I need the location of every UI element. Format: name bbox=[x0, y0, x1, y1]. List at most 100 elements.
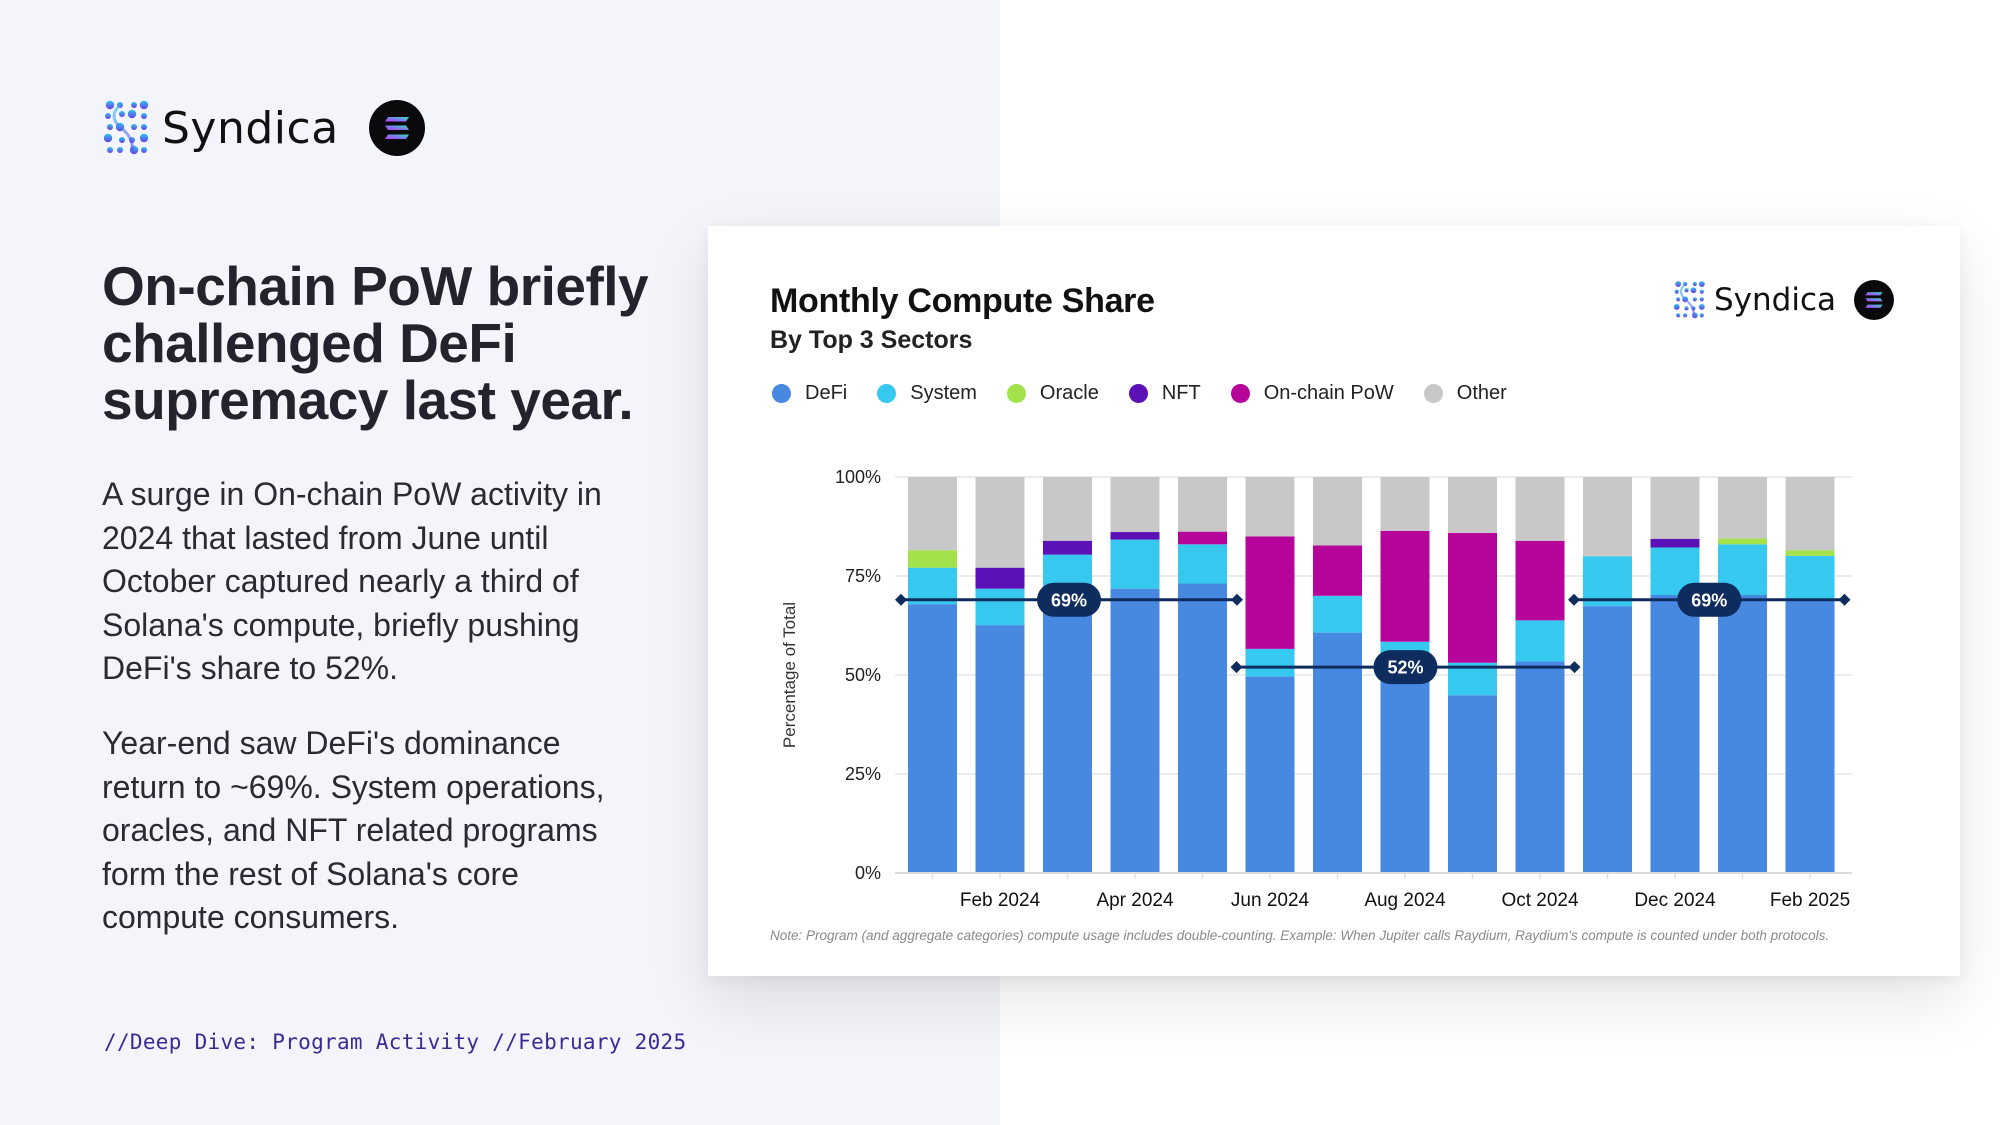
bar-segment-other[interactable] bbox=[1245, 477, 1295, 537]
reference-line: 69% bbox=[1568, 582, 1851, 617]
solana-icon bbox=[368, 100, 425, 156]
bar-stack-dec-2024[interactable] bbox=[1650, 477, 1700, 873]
paragraph-year-end: Year-end saw DeFi's dominance return to … bbox=[102, 725, 605, 935]
bar-segment-nft[interactable] bbox=[1110, 532, 1160, 540]
bar-segment-other[interactable] bbox=[1448, 477, 1497, 533]
bar-stack-mar-2024[interactable] bbox=[1043, 477, 1092, 873]
bar-segment-system[interactable] bbox=[1178, 544, 1227, 584]
legend-item-defi[interactable]: DeFi bbox=[772, 382, 847, 405]
bar-segment-on-chain-pow[interactable] bbox=[1178, 531, 1227, 545]
footer-tag: //Deep Dive: Program Activity //February… bbox=[104, 1030, 687, 1054]
bar-segment-defi[interactable] bbox=[1380, 675, 1430, 873]
bar-stack-jul-2024[interactable] bbox=[1313, 477, 1362, 873]
reference-badge-label: 52% bbox=[1387, 658, 1423, 678]
bar-segment-other[interactable] bbox=[1313, 477, 1362, 546]
reference-line-endpoint bbox=[895, 593, 907, 606]
bar-segment-other[interactable] bbox=[1650, 477, 1700, 539]
legend-label: NFT bbox=[1161, 382, 1201, 404]
bar-segment-nft[interactable] bbox=[1650, 538, 1700, 548]
bar-segment-on-chain-pow[interactable] bbox=[1448, 532, 1497, 663]
bar-stack-jun-2024[interactable] bbox=[1245, 477, 1295, 873]
bar-segment-defi[interactable] bbox=[1245, 676, 1295, 873]
x-tick-label: Feb 2025 bbox=[1770, 890, 1850, 911]
bar-segment-system[interactable] bbox=[1313, 595, 1362, 633]
bar-stack-feb-2025[interactable] bbox=[1785, 477, 1835, 873]
bar-segment-on-chain-pow[interactable] bbox=[1313, 545, 1362, 596]
y-tick-label: 75% bbox=[845, 566, 881, 586]
bar-stack-aug-2024[interactable] bbox=[1380, 477, 1430, 873]
bar-segment-defi[interactable] bbox=[975, 625, 1025, 873]
bar-stack-jan-2025[interactable] bbox=[1718, 477, 1767, 873]
stacked-bar-chart: 0% 25% 50% 75% 100% Percentage of Total Feb 20… bbox=[780, 467, 1852, 911]
bar-segment-defi[interactable] bbox=[1110, 588, 1160, 873]
bar-segment-other[interactable] bbox=[1380, 477, 1430, 531]
x-tick-label: Aug 2024 bbox=[1364, 890, 1446, 911]
bar-stack-jan-2024[interactable] bbox=[908, 477, 957, 873]
bar-segment-defi[interactable] bbox=[1313, 632, 1362, 873]
bar-segment-defi[interactable] bbox=[1178, 583, 1227, 873]
bar-segment-system[interactable] bbox=[1515, 620, 1565, 662]
y-tick-label: 0% bbox=[855, 863, 881, 883]
bar-segment-other[interactable] bbox=[908, 477, 957, 551]
bar-segment-system[interactable] bbox=[1110, 539, 1160, 589]
legend-item-oracle[interactable]: Oracle bbox=[1006, 382, 1099, 405]
legend-item-nft[interactable]: NFT bbox=[1128, 382, 1201, 405]
headline: On-chain PoW briefly challenged DeFi sup… bbox=[102, 255, 649, 431]
bar-segment-system[interactable] bbox=[975, 588, 1025, 626]
bar-segment-defi[interactable] bbox=[1583, 606, 1632, 873]
reference-badge-label: 69% bbox=[1051, 590, 1087, 610]
bar-segment-other[interactable] bbox=[975, 477, 1025, 568]
bar-segment-other[interactable] bbox=[1515, 477, 1565, 541]
bar-segment-defi[interactable] bbox=[1515, 661, 1565, 873]
legend-item-on-chain-pow[interactable]: On-chain PoW bbox=[1230, 382, 1394, 405]
legend-swatch bbox=[1423, 384, 1443, 403]
bar-segment-nft[interactable] bbox=[975, 567, 1025, 589]
bar-segment-oracle[interactable] bbox=[1785, 550, 1835, 556]
bar-segment-on-chain-pow[interactable] bbox=[1515, 540, 1565, 621]
bar-segment-defi[interactable] bbox=[1650, 595, 1700, 873]
legend-item-system[interactable]: System bbox=[877, 382, 977, 405]
x-tick-label: Apr 2024 bbox=[1096, 890, 1174, 911]
bar-stack-may-2024[interactable] bbox=[1178, 477, 1227, 873]
legend-label: System bbox=[910, 382, 977, 404]
bar-segment-other[interactable] bbox=[1110, 477, 1160, 533]
bar-segment-defi[interactable] bbox=[1785, 599, 1835, 873]
bar-stack-oct-2024[interactable] bbox=[1515, 477, 1565, 873]
bar-segment-on-chain-pow[interactable] bbox=[1245, 536, 1295, 649]
bar-segment-other[interactable] bbox=[1043, 477, 1092, 541]
bar-segment-defi[interactable] bbox=[1448, 695, 1497, 873]
bar-segment-system[interactable] bbox=[908, 567, 957, 605]
bar-segment-other[interactable] bbox=[1718, 477, 1767, 539]
x-tick-label: Oct 2024 bbox=[1501, 890, 1579, 911]
reference-line: 52% bbox=[1230, 650, 1581, 685]
legend-swatch bbox=[877, 384, 897, 403]
chart-title: Monthly Compute Share bbox=[770, 282, 1155, 320]
bar-segment-oracle[interactable] bbox=[1718, 538, 1767, 545]
bar-segment-other[interactable] bbox=[1583, 477, 1632, 557]
y-axis-label: Percentage of Total bbox=[780, 602, 799, 748]
bar-stack-sep-2024[interactable] bbox=[1448, 477, 1497, 873]
bar-stack-feb-2024[interactable] bbox=[975, 477, 1025, 873]
bar-segment-oracle[interactable] bbox=[908, 550, 957, 568]
reference-line-endpoint bbox=[1568, 593, 1580, 606]
reference-line: 69% bbox=[895, 582, 1243, 617]
bar-segment-defi[interactable] bbox=[1043, 601, 1092, 873]
legend-swatch bbox=[772, 384, 791, 403]
bar-stack-nov-2024[interactable] bbox=[1583, 477, 1632, 873]
bar-segment-system[interactable] bbox=[1245, 648, 1295, 677]
legend-label: On-chain PoW bbox=[1263, 382, 1394, 404]
chart-legend: DeFi System Oracle NFT On-chain PoW Other bbox=[772, 382, 1537, 405]
reference-badge bbox=[1677, 582, 1742, 617]
bar-segment-defi[interactable] bbox=[908, 604, 957, 873]
bar-segment-system[interactable] bbox=[1583, 556, 1632, 607]
bar-stack-apr-2024[interactable] bbox=[1110, 477, 1160, 873]
bar-segment-defi[interactable] bbox=[1718, 595, 1767, 873]
x-tick-label: Feb 2024 bbox=[960, 890, 1041, 911]
legend-item-other[interactable]: Other bbox=[1423, 382, 1507, 405]
bar-segment-other[interactable] bbox=[1178, 477, 1227, 532]
bar-segment-nft[interactable] bbox=[1043, 540, 1092, 555]
brand-wordmark: Syndica bbox=[162, 102, 339, 154]
bar-segment-on-chain-pow[interactable] bbox=[1380, 530, 1430, 642]
bar-segment-other[interactable] bbox=[1785, 477, 1835, 551]
bar-segment-system[interactable] bbox=[1785, 555, 1835, 600]
